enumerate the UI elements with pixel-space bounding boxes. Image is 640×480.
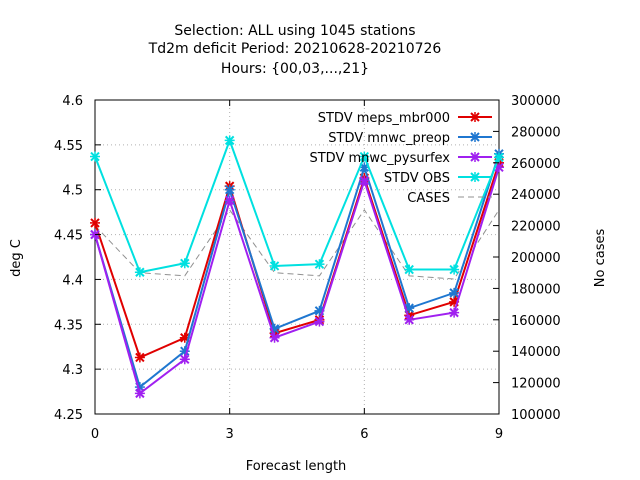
series-3-point (134, 267, 145, 278)
series-layer (90, 135, 504, 399)
series-3-point (224, 135, 235, 146)
series-3-point (179, 258, 190, 269)
legend-marker-3 (470, 172, 480, 182)
series-line-2 (94, 166, 500, 396)
legend-label-3: STDV OBS (384, 171, 450, 186)
y2-tick-label: 180000 (511, 282, 561, 297)
series-2-point (359, 175, 370, 186)
x-axis-label: Forecast length (246, 459, 347, 474)
y2-tick-label: 220000 (511, 220, 561, 235)
chart-title-line-2: Td2m deficit Period: 20210628-20210726 (148, 41, 442, 57)
series-3-point (90, 151, 100, 162)
series-2-point (134, 388, 145, 399)
tick-layer: 4.25 4.3 4.35 4.4 4.45 4.5 4.55 4.6 100000 120000… (54, 94, 561, 442)
series-line-0 (94, 162, 500, 359)
series-1-point (224, 184, 235, 195)
y2-tick-label: 200000 (511, 251, 561, 266)
series-3-point (314, 259, 325, 270)
y-tick-label: 4.55 (54, 139, 83, 154)
y-tick-label: 4.4 (62, 273, 83, 288)
x-tick-label: 3 (226, 427, 234, 442)
y2-tick-label: 160000 (511, 314, 561, 329)
y2-axis-label: No cases (593, 229, 608, 288)
legend-label-4: CASES (407, 191, 450, 206)
y-tick-label: 4.25 (54, 408, 83, 423)
series-3-point (359, 151, 370, 162)
y-tick-label: 4.45 (54, 229, 83, 244)
series-0-point (134, 352, 145, 363)
series-line-1 (94, 153, 500, 389)
series-2-point (449, 307, 460, 318)
legend-label-0: STDV meps_mbr000 (318, 111, 450, 126)
y-tick-label: 4.6 (62, 94, 83, 109)
x-tick-label: 6 (360, 427, 368, 442)
y-axis-label: deg C (9, 239, 24, 277)
y-tick-label: 4.35 (54, 318, 83, 333)
legend-marker-2 (470, 152, 480, 162)
x-tick-label: 0 (91, 427, 99, 442)
series-3-point (404, 264, 415, 275)
plot-frame (94, 99, 500, 415)
series-2-point (314, 316, 325, 327)
legend-label-1: STDV mnwc_preop (328, 131, 450, 146)
series-0-point (90, 217, 100, 228)
y2-tick-label: 300000 (511, 94, 561, 109)
series-2-point (179, 354, 190, 365)
y-tick-label: 4.5 (62, 184, 83, 199)
legend-label-2: STDV mnwc_pysurfex (309, 151, 450, 166)
y2-tick-label: 120000 (511, 377, 561, 392)
series-3-point (269, 260, 280, 271)
legend-marker-1 (470, 132, 480, 142)
series-2-point (224, 195, 235, 206)
series-line-3 (94, 137, 500, 274)
chart-title-line-1: Selection: ALL using 1045 stations (174, 23, 415, 39)
y2-tick-label: 100000 (511, 408, 561, 423)
series-1-point (449, 287, 460, 298)
series-2-point (269, 332, 280, 343)
y2-tick-label: 240000 (511, 188, 561, 203)
y2-tick-label: 280000 (511, 125, 561, 140)
series-3-point (449, 264, 460, 275)
y-tick-label: 4.3 (62, 363, 83, 378)
chart-title-line-3: Hours: {00,03,...,21} (221, 61, 369, 77)
grid (95, 100, 499, 414)
x-tick-label: 9 (495, 427, 503, 442)
series-line-4 (94, 209, 500, 280)
y2-tick-label: 140000 (511, 345, 561, 360)
legend: STDV meps_mbr000 STDV mnwc_preop STDV mnwc… (309, 111, 492, 206)
legend-marker-0 (470, 112, 480, 122)
y2-tick-label: 260000 (511, 157, 561, 172)
series-2-point (404, 314, 415, 325)
series-3-point (494, 152, 504, 163)
